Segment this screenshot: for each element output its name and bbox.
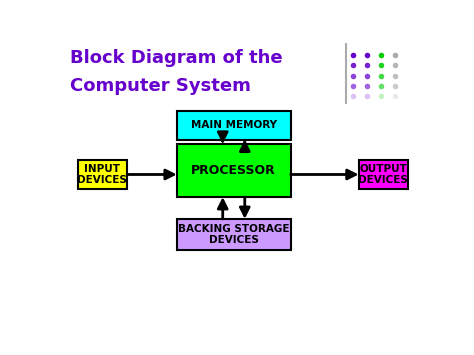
Text: OUTPUT
DEVICES: OUTPUT DEVICES [358, 164, 409, 185]
FancyBboxPatch shape [78, 160, 127, 189]
FancyBboxPatch shape [177, 219, 291, 250]
FancyBboxPatch shape [177, 111, 291, 140]
Text: PROCESSOR: PROCESSOR [191, 164, 276, 177]
FancyBboxPatch shape [359, 160, 408, 189]
Text: Computer System: Computer System [70, 77, 251, 95]
Text: Block Diagram of the: Block Diagram of the [70, 49, 283, 67]
FancyBboxPatch shape [177, 144, 291, 197]
Text: MAIN MEMORY: MAIN MEMORY [191, 120, 277, 130]
Text: INPUT
DEVICES: INPUT DEVICES [77, 164, 128, 185]
Text: BACKING STORAGE
DEVICES: BACKING STORAGE DEVICES [178, 224, 290, 245]
